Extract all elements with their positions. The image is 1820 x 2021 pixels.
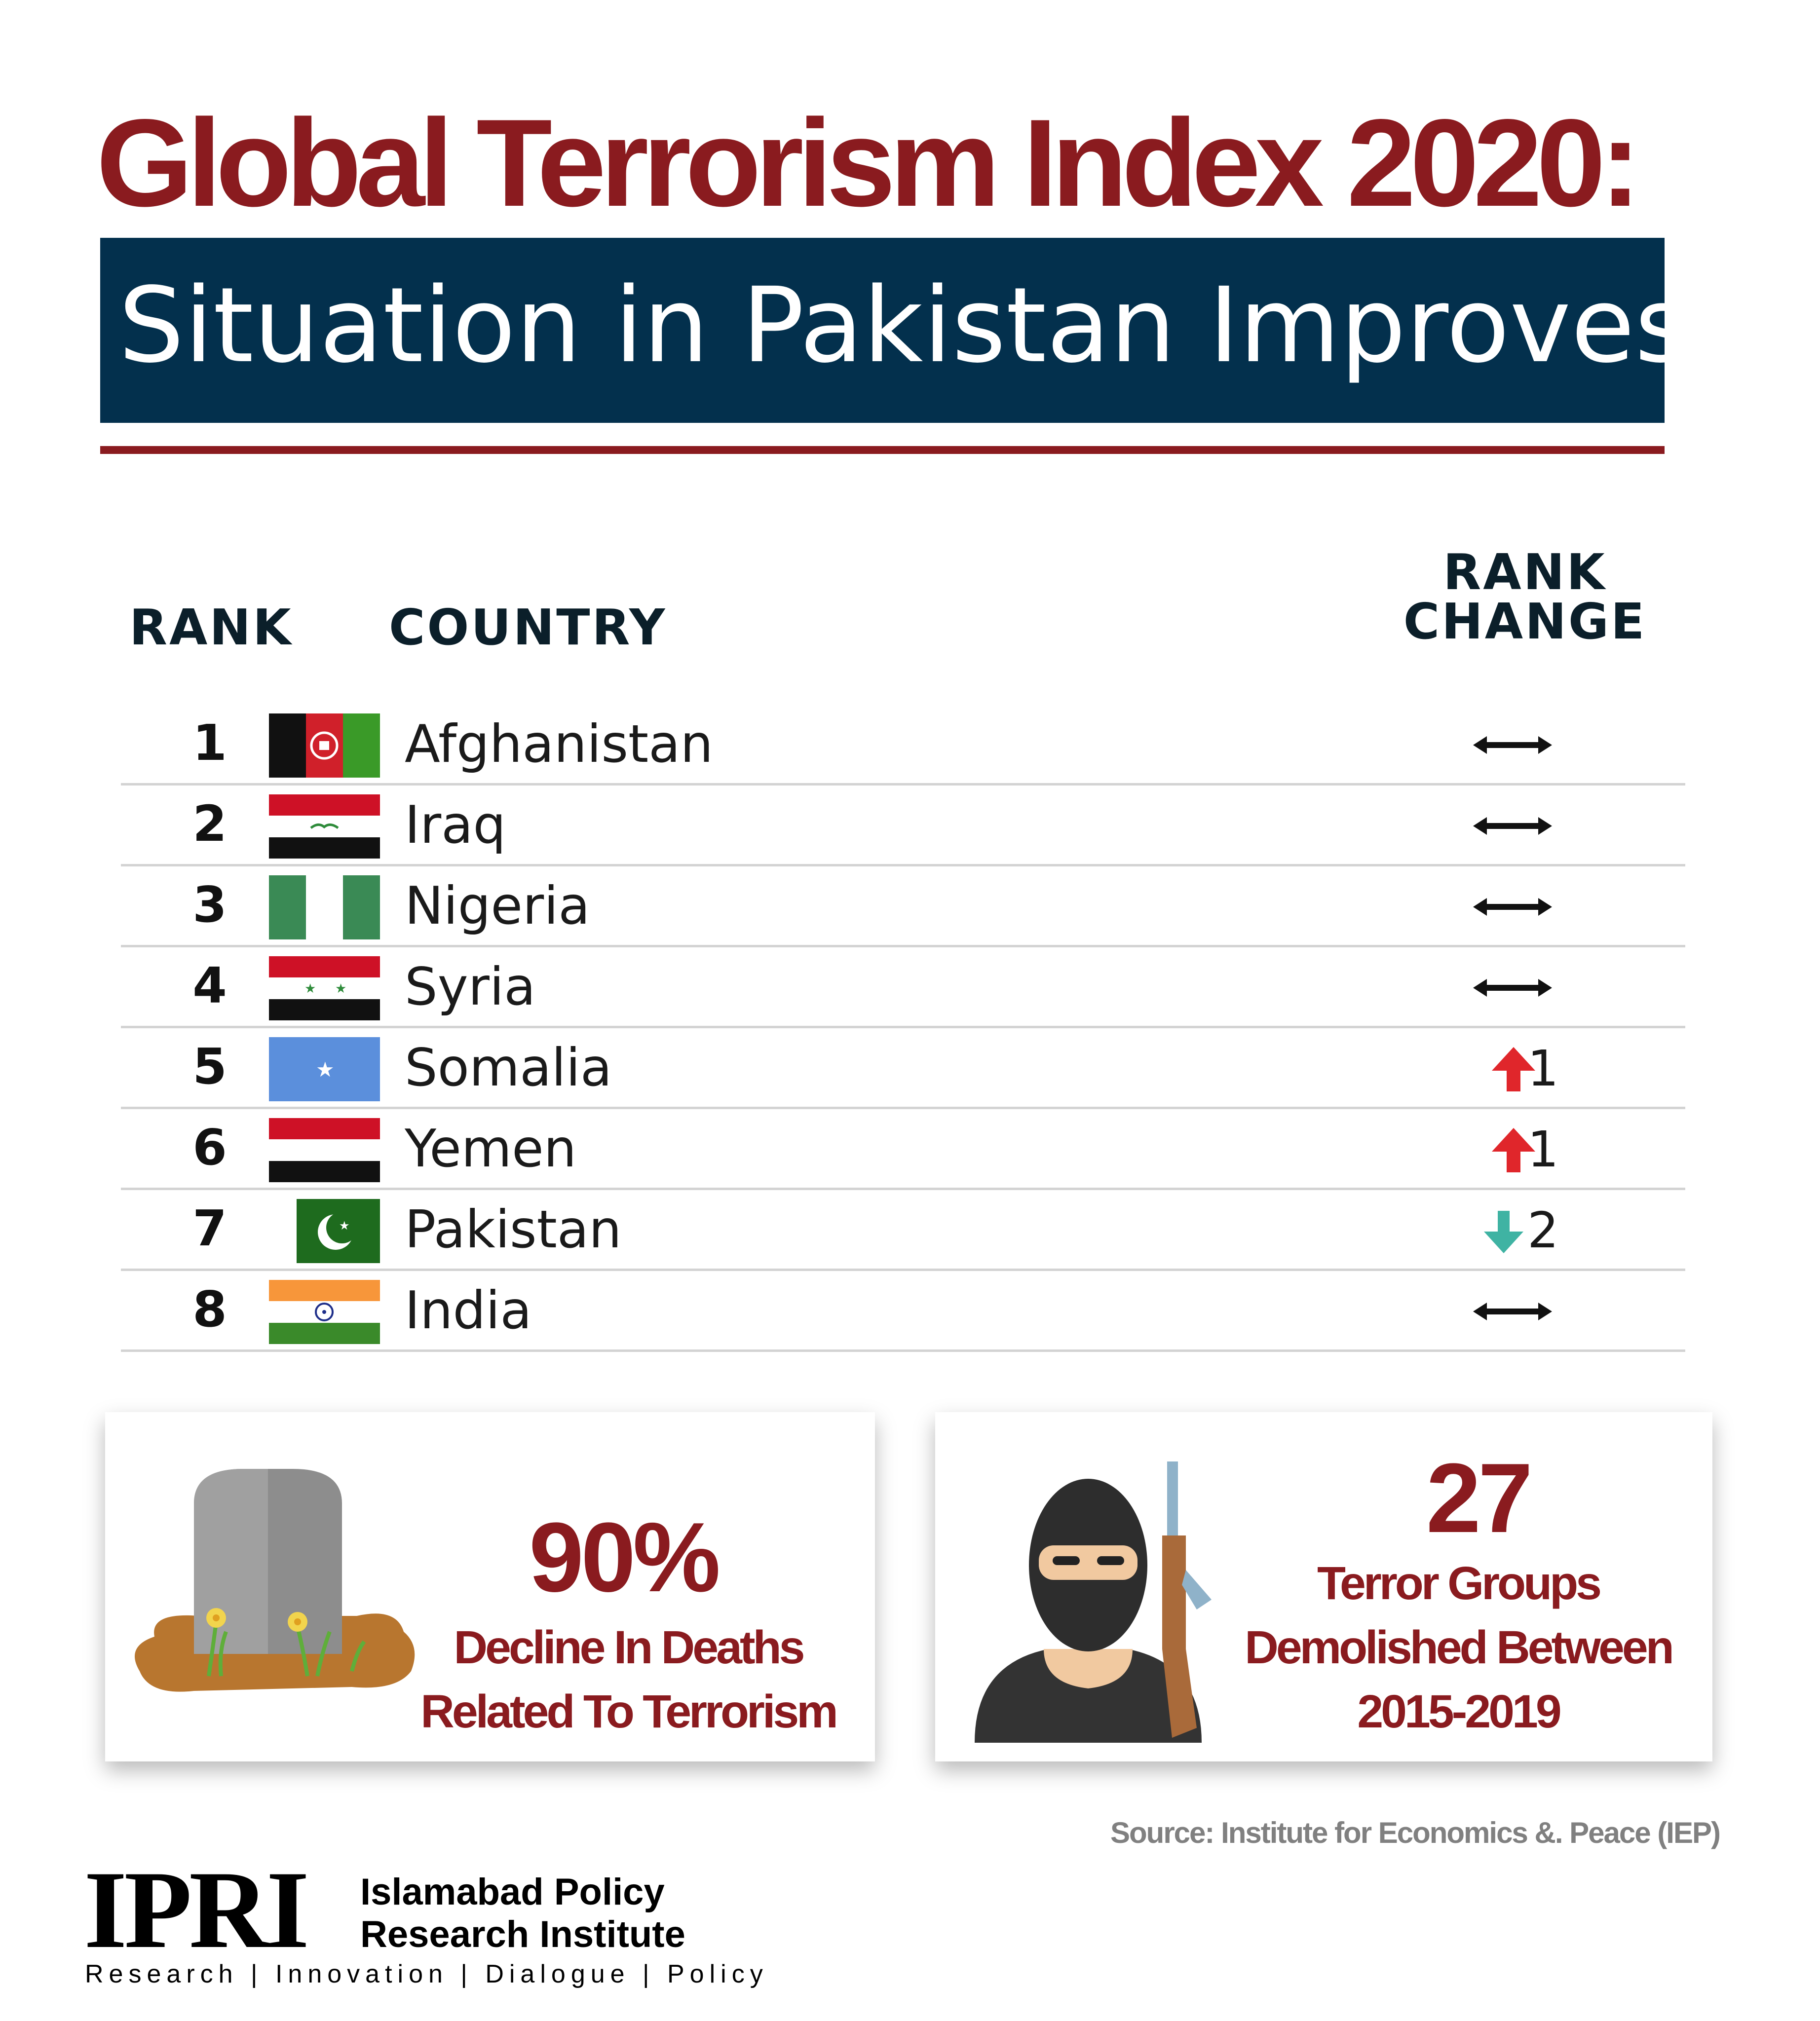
row-divider [121,864,1685,866]
deaths-decline-line2: Related To Terrorism [420,1685,838,1738]
no-change-arrow-icon [1473,898,1552,916]
rank-change-value: 2 [1527,1201,1559,1259]
svg-text:★: ★ [335,981,346,996]
country-name: India [405,1280,532,1341]
table-row: 5 ★ Somalia 1 [121,1028,1685,1109]
column-header-country: COUNTRY [389,599,667,656]
terror-groups-line3: 2015-2019 [1357,1685,1561,1738]
ipri-name-line2: Research Institute [360,1913,685,1955]
deaths-stat-card: 90% Decline In Deaths Related To Terrori… [105,1412,875,1761]
deaths-decline-line1: Decline In Deaths [454,1621,805,1674]
afghanistan-flag-icon [269,713,380,778]
yemen-flag-icon [269,1118,380,1182]
row-divider [121,1107,1685,1109]
country-name: Syria [405,957,536,1017]
pakistan-flag-icon: ★ [297,1199,380,1263]
country-name: Pakistan [405,1199,622,1260]
up-arrow-icon [1492,1128,1535,1172]
table-row: 7 ★ Pakistan 2 [121,1190,1685,1271]
subtitle-banner [100,238,1665,423]
row-divider [121,783,1685,786]
table-row: 6 Yemen 1 [121,1109,1685,1190]
table-row: 3 Nigeria [121,866,1685,947]
iraq-flag-icon [269,794,380,859]
rank-number: 5 [192,1038,227,1095]
title-divider [100,446,1665,454]
row-divider [121,945,1685,947]
no-change-arrow-icon [1473,1303,1552,1320]
row-divider [121,1269,1685,1271]
rank-number: 3 [192,876,227,934]
source-citation: Source: Institute for Economics &. Peace… [1110,1816,1721,1849]
page-title: Global Terrorism Index 2020: [96,94,1641,232]
ipri-logo-name: Islamabad Policy Research Institute [360,1871,685,1956]
gravestone-icon [135,1469,415,1692]
nigeria-flag-icon [269,875,380,939]
country-name: Yemen [405,1119,577,1179]
somalia-flag-icon: ★ [269,1037,380,1101]
svg-text:★: ★ [339,1219,350,1233]
table-row: 8 India [121,1271,1685,1352]
deaths-decline-value: 90% [529,1502,720,1612]
row-divider [121,1188,1685,1190]
up-arrow-icon [1492,1047,1535,1091]
rank-number: 8 [192,1280,227,1338]
svg-text:★: ★ [304,981,316,996]
rank-change-value: 1 [1527,1040,1559,1097]
ipri-tagline: Research | Innovation | Dialogue | Polic… [85,1960,768,1988]
table-row: 2 Iraq [121,786,1685,866]
table-row: 1 Afghanistan [121,705,1685,786]
terror-groups-count: 27 [1426,1443,1533,1553]
masked-militant-icon [975,1461,1212,1743]
rank-number: 1 [192,714,227,772]
row-divider [121,1349,1685,1352]
column-header-rank-change-line1: RANK [1443,543,1607,601]
no-change-arrow-icon [1473,979,1552,997]
rank-number: 7 [192,1199,227,1257]
rank-number: 4 [192,957,227,1014]
rank-change-value: 1 [1527,1121,1559,1178]
groups-stat-card: 27 Terror Groups Demolished Between 2015… [935,1412,1712,1761]
no-change-arrow-icon [1473,817,1552,835]
column-header-rank-change-line2: CHANGE [1403,593,1647,650]
no-change-arrow-icon [1473,736,1552,754]
column-header-rank: RANK [129,599,293,656]
country-name: Iraq [405,795,506,855]
down-arrow-icon [1484,1211,1523,1253]
column-header-rank-change: RANK CHANGE [1372,548,1678,646]
row-divider [121,1026,1685,1028]
terror-groups-line2: Demolished Between [1245,1621,1674,1674]
rank-number: 2 [192,795,227,853]
ipri-name-line1: Islamabad Policy [360,1871,665,1913]
india-flag-icon [269,1280,380,1344]
country-name: Afghanistan [405,714,714,774]
table-row: 4 ★ ★ Syria [121,947,1685,1028]
syria-flag-icon: ★ ★ [269,956,380,1020]
country-name: Nigeria [405,876,590,936]
rank-number: 6 [192,1119,227,1176]
terror-groups-line1: Terror Groups [1317,1557,1602,1609]
country-name: Somalia [405,1038,612,1098]
svg-text:★: ★ [316,1057,335,1082]
ipri-logo-mark: IPRI [84,1848,309,1971]
page-subtitle: Situation in Pakistan Improves [118,265,1689,386]
